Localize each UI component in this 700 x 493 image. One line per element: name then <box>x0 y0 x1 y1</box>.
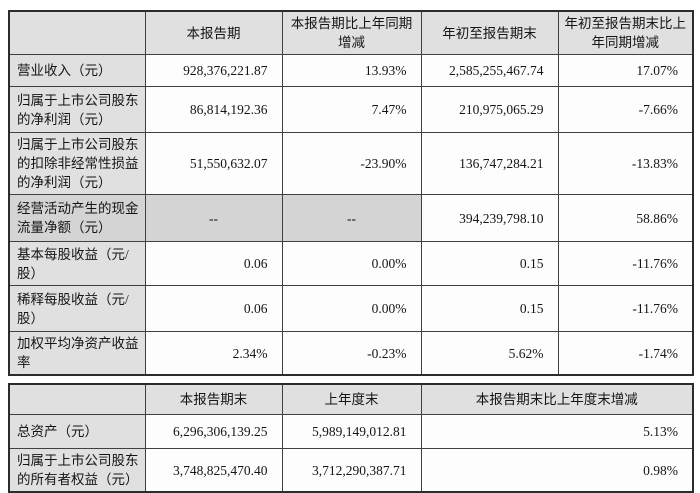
cell-value: 3,712,290,387.71 <box>281 448 422 493</box>
report-page: 本报告期 本报告期比上年同期增减 年初至报告期末 年初至报告期末比上年同期增减 … <box>8 10 694 493</box>
cell-value: 51,550,632.07 <box>144 132 283 195</box>
table-row-basic-eps: 基本每股收益（元/股） 0.06 0.00% 0.15 -11.76% <box>8 241 694 286</box>
cell-value: 0.06 <box>144 285 283 332</box>
table-row-diluted-eps: 稀释每股收益（元/股） 0.06 0.00% 0.15 -11.76% <box>8 285 694 332</box>
table-row-weighted-avg-roe: 加权平均净资产收益率 2.34% -0.23% 5.62% -1.74% <box>8 331 694 376</box>
row-label: 加权平均净资产收益率 <box>8 331 146 376</box>
header-end-of-prior-year: 上年度末 <box>281 383 422 415</box>
header-current-period-yoy-change: 本报告期比上年同期增减 <box>281 10 422 55</box>
cell-value: -7.66% <box>557 86 694 133</box>
cell-value: 0.15 <box>420 241 559 286</box>
row-label: 归属于上市公司股东的所有者权益（元） <box>8 448 146 493</box>
row-label: 营业收入（元） <box>8 54 146 87</box>
cell-value: 5.13% <box>420 414 694 449</box>
corner-cell <box>8 10 146 55</box>
cell-value: 13.93% <box>281 54 422 87</box>
cell-value: 5.62% <box>420 331 559 376</box>
cell-value: -11.76% <box>557 241 694 286</box>
cell-value: -- <box>144 194 283 242</box>
table-header-row: 本报告期末 上年度末 本报告期末比上年度末增减 <box>8 383 694 415</box>
table-row-revenue: 营业收入（元） 928,376,221.87 13.93% 2,585,255,… <box>8 54 694 87</box>
row-label: 稀释每股收益（元/股） <box>8 285 146 332</box>
cell-value: 0.06 <box>144 241 283 286</box>
section-gap <box>8 376 692 383</box>
cell-value: -0.23% <box>281 331 422 376</box>
header-change-vs-prior-year-end: 本报告期末比上年度末增减 <box>420 383 694 415</box>
row-label: 基本每股收益（元/股） <box>8 241 146 286</box>
cell-value: 0.00% <box>281 241 422 286</box>
row-label: 总资产（元） <box>8 414 146 449</box>
table-row-net-profit-excl-nonrecurring: 归属于上市公司股东的扣除非经常性损益的净利润（元） 51,550,632.07 … <box>8 132 694 195</box>
cell-value: -- <box>281 194 422 242</box>
header-current-period: 本报告期 <box>144 10 283 55</box>
table-row-owners-equity: 归属于上市公司股东的所有者权益（元） 3,748,825,470.40 3,71… <box>8 448 694 493</box>
cell-value: 136,747,284.21 <box>420 132 559 195</box>
cell-value: 2,585,255,467.74 <box>420 54 559 87</box>
cell-value: 7.47% <box>281 86 422 133</box>
balance-sheet-table: 本报告期末 上年度末 本报告期末比上年度末增减 总资产（元） 6,296,306… <box>8 383 694 493</box>
table-header-row: 本报告期 本报告期比上年同期增减 年初至报告期末 年初至报告期末比上年同期增减 <box>8 10 694 55</box>
row-label: 归属于上市公司股东的净利润（元） <box>8 86 146 133</box>
cell-value: 17.07% <box>557 54 694 87</box>
table-row-total-assets: 总资产（元） 6,296,306,139.25 5,989,149,012.81… <box>8 414 694 449</box>
header-ytd: 年初至报告期末 <box>420 10 559 55</box>
row-label: 经营活动产生的现金流量净额（元） <box>8 194 146 242</box>
header-end-of-period: 本报告期末 <box>144 383 283 415</box>
cell-value: -13.83% <box>557 132 694 195</box>
table-row-net-profit: 归属于上市公司股东的净利润（元） 86,814,192.36 7.47% 210… <box>8 86 694 133</box>
corner-cell <box>8 383 146 415</box>
cell-value: 0.00% <box>281 285 422 332</box>
cell-value: 210,975,065.29 <box>420 86 559 133</box>
cell-value: 0.98% <box>420 448 694 493</box>
header-ytd-yoy-change: 年初至报告期末比上年同期增减 <box>557 10 694 55</box>
cell-value: 2.34% <box>144 331 283 376</box>
cell-value: 6,296,306,139.25 <box>144 414 283 449</box>
cell-value: 5,989,149,012.81 <box>281 414 422 449</box>
cell-value: 58.86% <box>557 194 694 242</box>
row-label: 归属于上市公司股东的扣除非经常性损益的净利润（元） <box>8 132 146 195</box>
cell-value: 3,748,825,470.40 <box>144 448 283 493</box>
cell-value: 928,376,221.87 <box>144 54 283 87</box>
table-row-operating-cash-flow: 经营活动产生的现金流量净额（元） -- -- 394,239,798.10 58… <box>8 194 694 242</box>
cell-value: 86,814,192.36 <box>144 86 283 133</box>
cell-value: -23.90% <box>281 132 422 195</box>
cell-value: 394,239,798.10 <box>420 194 559 242</box>
financial-results-table: 本报告期 本报告期比上年同期增减 年初至报告期末 年初至报告期末比上年同期增减 … <box>8 10 694 376</box>
cell-value: 0.15 <box>420 285 559 332</box>
cell-value: -1.74% <box>557 331 694 376</box>
cell-value: -11.76% <box>557 285 694 332</box>
